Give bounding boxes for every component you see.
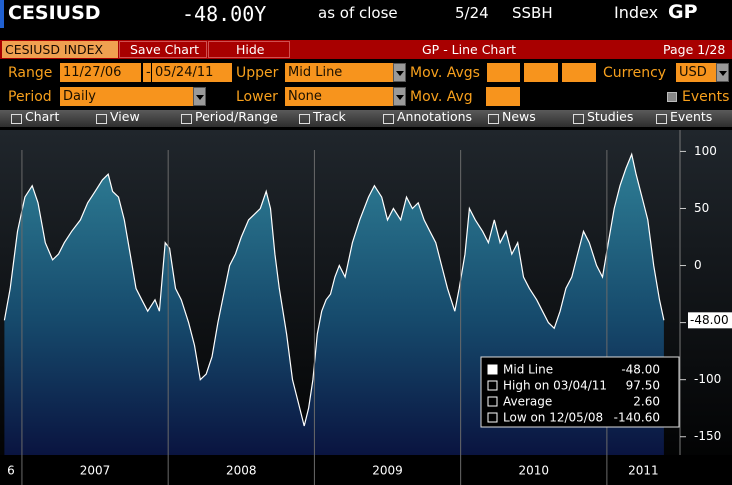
legend-value: 97.50 (626, 379, 660, 393)
legend-label: Mid Line (503, 363, 553, 377)
toolbar-icon (181, 114, 192, 124)
x-axis-band (0, 455, 732, 485)
x-tick-label: 2011 (628, 464, 659, 478)
input-field[interactable]: None (285, 87, 393, 106)
toolbar-icon (96, 114, 107, 124)
hide-button[interactable] (208, 41, 290, 58)
last-value: -48.00Y (182, 2, 267, 26)
field-label: Range (8, 65, 53, 81)
field-label: Lower (236, 89, 278, 105)
y-tick-label: 0 (694, 258, 702, 272)
input-field[interactable]: Daily (60, 87, 193, 106)
hide[interactable]: Hide (236, 42, 265, 57)
legend-value: 2.60 (633, 395, 660, 409)
input-field[interactable] (524, 63, 558, 82)
as-of: as of close (318, 4, 398, 22)
field-label: Period (8, 89, 52, 105)
security-tab-label[interactable]: CESIUSD INDEX (5, 42, 104, 57)
ticker: CESIUSD (8, 2, 101, 24)
input-field[interactable]: 05/24/11 (152, 63, 232, 82)
events-checkbox[interactable] (667, 92, 677, 102)
field-label: Upper (236, 65, 279, 81)
toolbar-icon (383, 114, 394, 124)
last-value-label: -48.00 (690, 313, 729, 327)
legend-value: -140.60 (614, 411, 660, 425)
security-tab[interactable] (2, 41, 118, 58)
legend-icon (487, 380, 498, 391)
toolbar-button[interactable]: Chart (25, 109, 60, 124)
last-value-box (688, 312, 732, 329)
field-label: Mov. Avg (410, 89, 473, 105)
function: GP (668, 1, 698, 23)
legend (480, 356, 680, 428)
toolbar-button[interactable]: Annotations (397, 109, 473, 124)
toolbar-icon (11, 114, 22, 124)
input-field[interactable]: - (143, 63, 151, 82)
y-tick-label: -100 (694, 372, 721, 386)
toolbar-button[interactable]: Track (313, 109, 346, 124)
x-tick-label: 2008 (226, 464, 257, 478)
toolbar-icon (488, 114, 499, 124)
field-label: Currency (603, 65, 667, 81)
source: SSBH (512, 4, 553, 22)
ticker-bar (0, 0, 4, 28)
input-field[interactable]: USD (676, 63, 716, 82)
function-title: GP - Line Chart (422, 42, 517, 57)
dropdown-arrow[interactable] (393, 87, 406, 106)
yellow-key: Index (614, 3, 659, 22)
toolbar-icon (299, 114, 310, 124)
toolbar-button[interactable]: Events (670, 109, 713, 124)
x-tick-label: 6 (7, 464, 15, 478)
dropdown-arrow[interactable] (193, 87, 206, 106)
page-number[interactable]: Page 1/28 (663, 42, 726, 57)
toolbar-icon (656, 114, 667, 124)
toolbar-button[interactable]: View (110, 109, 140, 124)
dropdown-arrow[interactable] (716, 63, 729, 82)
tab-bar (0, 40, 732, 59)
dropdown-arrow[interactable] (393, 63, 406, 82)
chart: 620072008200920102011100500-50-100-150-4… (0, 130, 732, 485)
y-tick-label: -150 (694, 429, 721, 443)
line (3, 152, 665, 427)
y-tick-label: 50 (694, 201, 709, 215)
legend-label: Low on 12/05/08 (503, 411, 603, 425)
y-tick-label: 100 (694, 144, 717, 158)
toolbar-button[interactable]: Period/Range (195, 109, 278, 124)
legend-value: -48.00 (621, 363, 660, 377)
x-tick-label: 2007 (80, 464, 111, 478)
x-tick-label: 2009 (372, 464, 403, 478)
x-tick-label: 2010 (518, 464, 549, 478)
legend-icon (487, 364, 498, 375)
legend-icon (487, 412, 498, 423)
input-field[interactable] (487, 63, 520, 82)
legend-icon (487, 396, 498, 407)
input-field[interactable]: 11/27/06 (60, 63, 141, 82)
toolbar-button[interactable]: News (502, 109, 536, 124)
input-field[interactable] (562, 63, 596, 82)
save-chart[interactable]: Save Chart (130, 42, 200, 57)
legend-label: High on 03/04/11 (503, 379, 607, 393)
field-label: Mov. Avgs (410, 65, 480, 81)
toolbar-button[interactable]: Studies (587, 109, 634, 124)
toolbar-icon (573, 114, 584, 124)
date: 5/24 (455, 4, 489, 22)
input-field[interactable]: Mid Line (285, 63, 393, 82)
save-button[interactable] (119, 41, 207, 58)
legend-label: Average (503, 395, 552, 409)
input-field[interactable] (486, 87, 520, 106)
field-label: Events (682, 89, 730, 105)
